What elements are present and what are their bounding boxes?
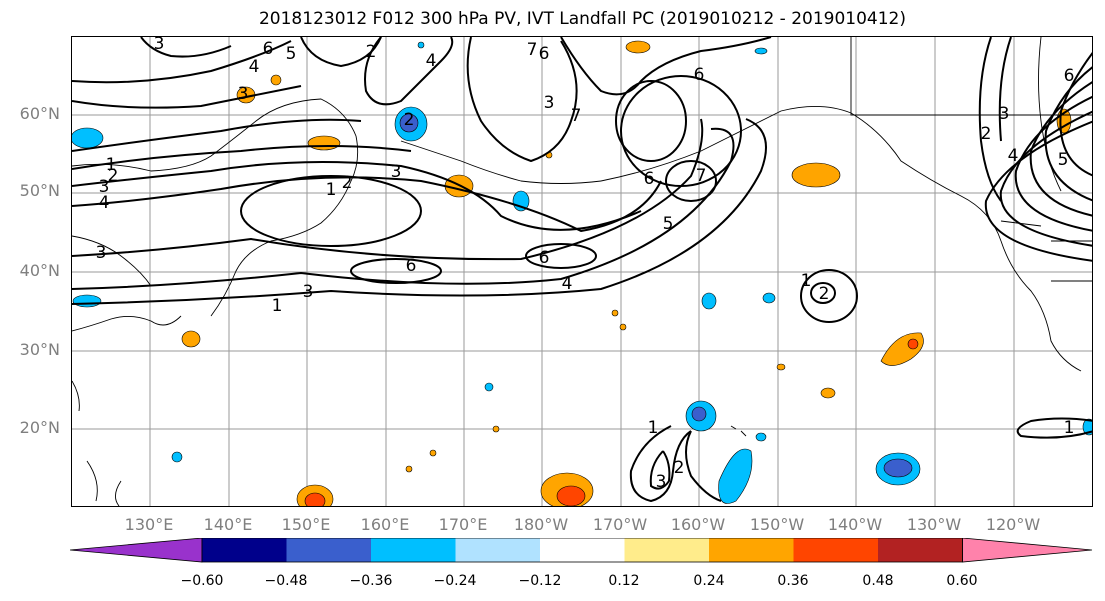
- contour-label: 5: [286, 44, 297, 64]
- contour-label: 5: [1058, 150, 1069, 170]
- colorbar-tick: −0.36: [349, 573, 393, 589]
- contour-label: 2: [819, 284, 830, 304]
- lat-label-60n: 60°N: [19, 104, 60, 123]
- colorbar-tick: 0.36: [777, 573, 809, 589]
- contour-label: 6: [1064, 66, 1075, 86]
- lon-label-170e: 170°E: [438, 515, 488, 534]
- contour-label: 1: [106, 155, 117, 175]
- contour-label: 1: [1064, 418, 1075, 438]
- contour-label: 1: [272, 296, 283, 316]
- colorbar-segment: [624, 538, 709, 562]
- contour-label: 3: [238, 84, 249, 104]
- colorbar-segment: [202, 538, 287, 562]
- lon-label-140w: 140°W: [827, 515, 883, 534]
- contour-label: 3: [154, 37, 165, 54]
- contour-label: 3: [96, 243, 107, 263]
- colorbar-segment: [878, 538, 963, 562]
- colorbar-tick: 0.60: [946, 573, 978, 589]
- contour-label: 1: [648, 418, 659, 438]
- lon-label-120w: 120°W: [985, 515, 1041, 534]
- contour-label: 1: [326, 180, 337, 200]
- colorbar-segment: [371, 538, 456, 562]
- contour-labels: 3 6 5 4 2 3 4 7 6 3 7 6 1 2 3 4 1 2 3 6 …: [96, 37, 1075, 492]
- contour-label: 2: [366, 42, 377, 62]
- contour-label: 6: [263, 39, 274, 59]
- contour-label: 5: [663, 214, 674, 234]
- contour-label: 3: [99, 177, 110, 197]
- contour-label: 3: [544, 93, 555, 113]
- contour-label: 6: [406, 256, 417, 276]
- contour-label: 6: [694, 65, 705, 85]
- ivt-contours: [72, 37, 1092, 503]
- coastlines: [72, 37, 1092, 506]
- colorbar-tick: 0.12: [608, 573, 640, 589]
- contour-label: 7: [527, 40, 538, 60]
- colorbar-segment: [286, 538, 371, 562]
- contour-label: 7: [696, 166, 707, 186]
- contour-label: 6: [539, 248, 550, 268]
- contour-label: 2: [108, 166, 119, 186]
- contour-label: 4: [1008, 146, 1019, 166]
- lon-label-140e: 140°E: [203, 515, 253, 534]
- colorbar: [70, 538, 1093, 563]
- contour-label: 3: [656, 472, 667, 492]
- colorbar-segment: [70, 538, 203, 563]
- lon-label-130e: 130°E: [124, 515, 174, 534]
- contour-label: 3: [999, 104, 1010, 124]
- colorbar-tick: −0.24: [433, 573, 477, 589]
- contour-label: 4: [249, 57, 260, 77]
- colorbar-segment: [709, 538, 794, 562]
- contour-label: 7: [571, 106, 582, 126]
- contour-label: 3: [303, 282, 314, 302]
- map-panel: 3 6 5 4 2 3 4 7 6 3 7 6 1 2 3 4 1 2 3 6 …: [71, 36, 1093, 507]
- colorbar-tick: −0.12: [518, 573, 562, 589]
- contour-label: 6: [539, 44, 550, 64]
- lon-label-170w: 170°W: [592, 515, 648, 534]
- lon-label-160w: 160°W: [670, 515, 726, 534]
- lon-label-180w: 180°W: [513, 515, 569, 534]
- colorbar-segment: [793, 538, 878, 562]
- colorbar-tick: 0.24: [693, 573, 725, 589]
- contour-label: 6: [644, 169, 655, 189]
- contour-label: 4: [562, 274, 573, 294]
- colorbar-segment: [540, 538, 625, 562]
- map-title: 2018123012 F012 300 hPa PV, IVT Landfall…: [258, 9, 906, 29]
- colorbar-segment: [962, 538, 1093, 563]
- colorbar-tick: −0.48: [264, 573, 308, 589]
- lat-label-50n: 50°N: [19, 181, 60, 200]
- pv-anomaly-patches: [72, 40, 1092, 506]
- contour-label: 4: [426, 51, 437, 71]
- lon-label-150w: 150°W: [749, 515, 805, 534]
- lon-label-160e: 160°E: [360, 515, 410, 534]
- lon-label-130w: 130°W: [906, 515, 962, 534]
- contour-label: 1: [801, 271, 812, 291]
- contour-label: 4: [99, 193, 110, 213]
- contour-label: 2: [404, 110, 415, 130]
- lat-label-30n: 30°N: [19, 340, 60, 359]
- lon-label-150e: 150°E: [281, 515, 331, 534]
- colorbar-segment: [455, 538, 540, 562]
- contour-label: 2: [342, 173, 353, 193]
- lat-label-40n: 40°N: [19, 261, 60, 280]
- colorbar-tick: 0.48: [862, 573, 894, 589]
- contour-label: 2: [674, 458, 685, 478]
- colorbar-tick: −0.60: [180, 573, 224, 589]
- contour-label: 2: [981, 124, 992, 144]
- lat-label-20n: 20°N: [19, 418, 60, 437]
- contour-label: 3: [391, 162, 402, 182]
